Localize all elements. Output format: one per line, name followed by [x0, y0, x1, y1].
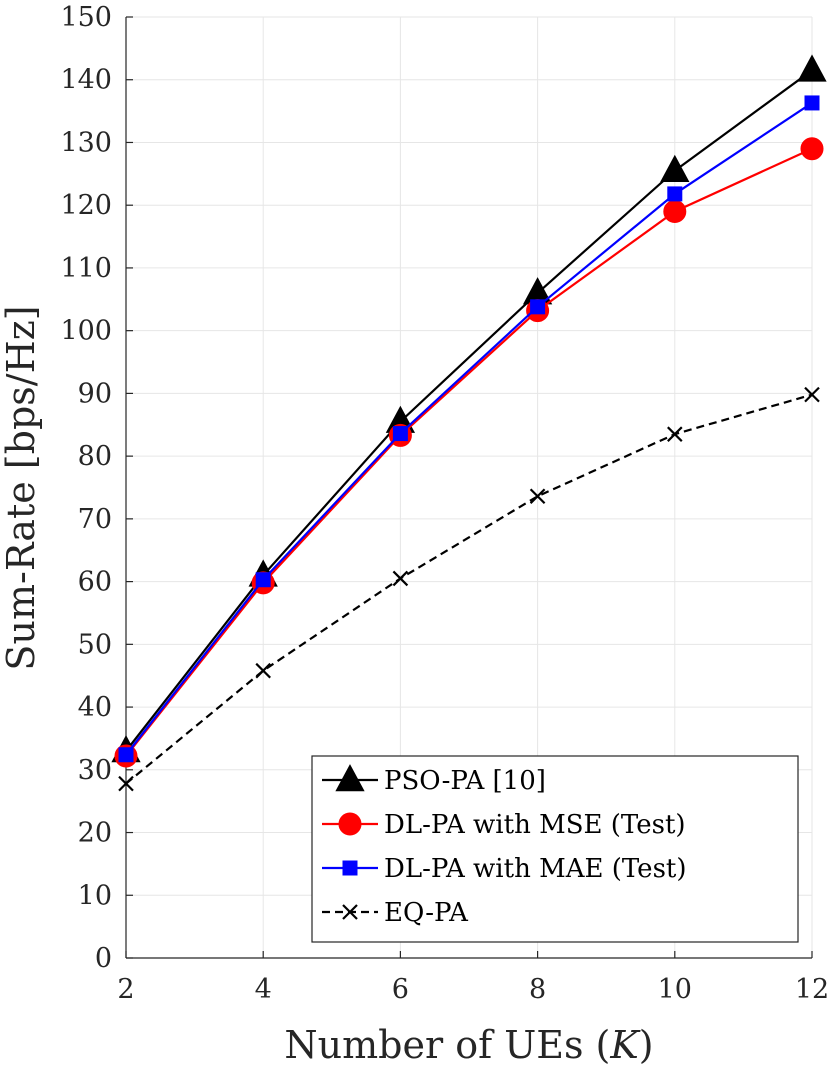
data-point	[118, 775, 134, 792]
x-axis-title: Number of UEs (K)	[284, 1023, 653, 1067]
x-tick-label: 10	[658, 974, 692, 1005]
tick-labels: 2 4 6 8 10 1201020304050607080901001101201301…	[60, 2, 829, 1005]
data-point	[667, 186, 683, 202]
y-tick-label: 70	[78, 504, 112, 535]
data-point	[660, 154, 690, 182]
legend-entry: DL-PA with MAE (Test)	[322, 854, 687, 884]
x-tick-label: 2	[117, 974, 134, 1005]
legend-label: DL-PA with MSE (Test)	[384, 810, 686, 840]
data-point	[663, 199, 687, 223]
y-tick-label: 140	[60, 65, 112, 96]
series-3	[118, 95, 820, 763]
legend-marker	[342, 904, 358, 920]
legend-label: DL-PA with MAE (Test)	[384, 854, 687, 884]
y-tick-label: 20	[78, 818, 112, 849]
legend-entry: PSO-PA [10]	[322, 764, 546, 796]
y-tick-label: 150	[60, 2, 112, 33]
y-tick-label: 120	[60, 190, 112, 221]
legend-marker	[342, 860, 358, 876]
data-point-stroke	[118, 775, 134, 792]
y-tick-label: 50	[78, 629, 112, 660]
y-tick-label: 40	[78, 692, 112, 723]
y-tick-label: 10	[78, 880, 112, 911]
y-tick-label: 90	[78, 378, 112, 409]
data-point	[804, 386, 820, 403]
series-line	[125, 147, 813, 757]
data-point	[530, 299, 546, 315]
data-point-stroke	[667, 426, 683, 442]
y-tick-label: 100	[60, 316, 112, 347]
data-point-stroke	[255, 662, 271, 679]
series-4	[118, 386, 820, 792]
series-line	[125, 393, 813, 785]
axes	[125, 16, 813, 959]
x-tick-label: 12	[795, 974, 829, 1005]
data-point	[392, 426, 408, 442]
series-line	[125, 69, 813, 752]
legend-box	[311, 755, 799, 943]
legend-marker	[335, 764, 365, 792]
legend-entry: EQ-PA	[322, 898, 469, 928]
y-tick-label: 0	[95, 943, 112, 974]
y-tick-label: 130	[60, 127, 112, 158]
y-tick-label: 110	[60, 253, 112, 284]
y-tick-label: 30	[78, 755, 112, 786]
x-tick-label: 4	[255, 974, 272, 1005]
data-point	[392, 570, 409, 587]
legend-label: EQ-PA	[384, 898, 469, 928]
data-point	[804, 95, 820, 111]
data-point	[118, 747, 134, 763]
y-axis-title: Sum-Rate [bps/Hz]	[0, 305, 43, 670]
series-line	[125, 102, 813, 756]
data-point-stroke	[392, 570, 409, 587]
legend-marker	[338, 812, 362, 836]
data-point	[255, 662, 271, 679]
legend-marker-stroke	[342, 904, 358, 920]
data-point	[529, 488, 546, 505]
data-point	[667, 426, 683, 442]
legend: PSO-PA [10] DL-PA with MSE (Test) DL-PA wi…	[311, 755, 799, 943]
y-tick-label: 80	[78, 441, 112, 472]
legend-label: PSO-PA [10]	[384, 766, 546, 796]
y-tick-label: 60	[78, 567, 112, 598]
series-layer	[111, 54, 827, 792]
data-point	[797, 54, 827, 82]
data-point	[800, 137, 824, 161]
data-point-stroke	[804, 386, 820, 403]
x-tick-label: 8	[529, 974, 546, 1005]
x-tick-label: 6	[392, 974, 409, 1005]
data-point-stroke	[529, 488, 546, 505]
data-point	[255, 572, 271, 588]
legend-entry: DL-PA with MSE (Test)	[322, 810, 686, 840]
